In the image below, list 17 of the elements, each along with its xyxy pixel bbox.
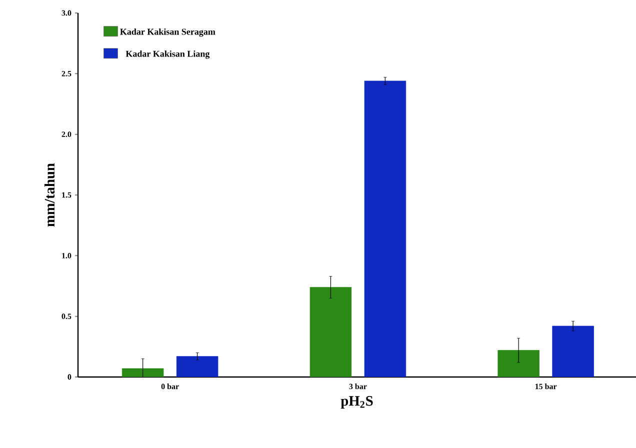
bar [552,326,594,377]
x-tick-label: 15 bar [535,384,557,390]
x-axis-title: pH$_{2}$S [340,396,373,409]
legend-label: Kadar Kakisan Liang [126,50,210,59]
y-tick-label: 0 [68,374,72,380]
bar [176,356,218,377]
y-tick-label: 1.0 [62,252,72,258]
y-tick-label: 3.0 [62,10,72,16]
x-tick-label: 3 bar [349,384,367,390]
legend-label: Kadar Kakisan Seragam [120,28,216,37]
y-tick-label: 2.0 [62,132,72,138]
y-axis-title: mm/tahun [44,163,55,227]
bar [364,80,406,377]
y-tick-label: 2.5 [62,70,72,76]
y-tick-label: 0.5 [62,314,72,320]
y-tick-label: 1.5 [62,192,72,198]
x-tick-label: 0 bar [161,384,179,390]
